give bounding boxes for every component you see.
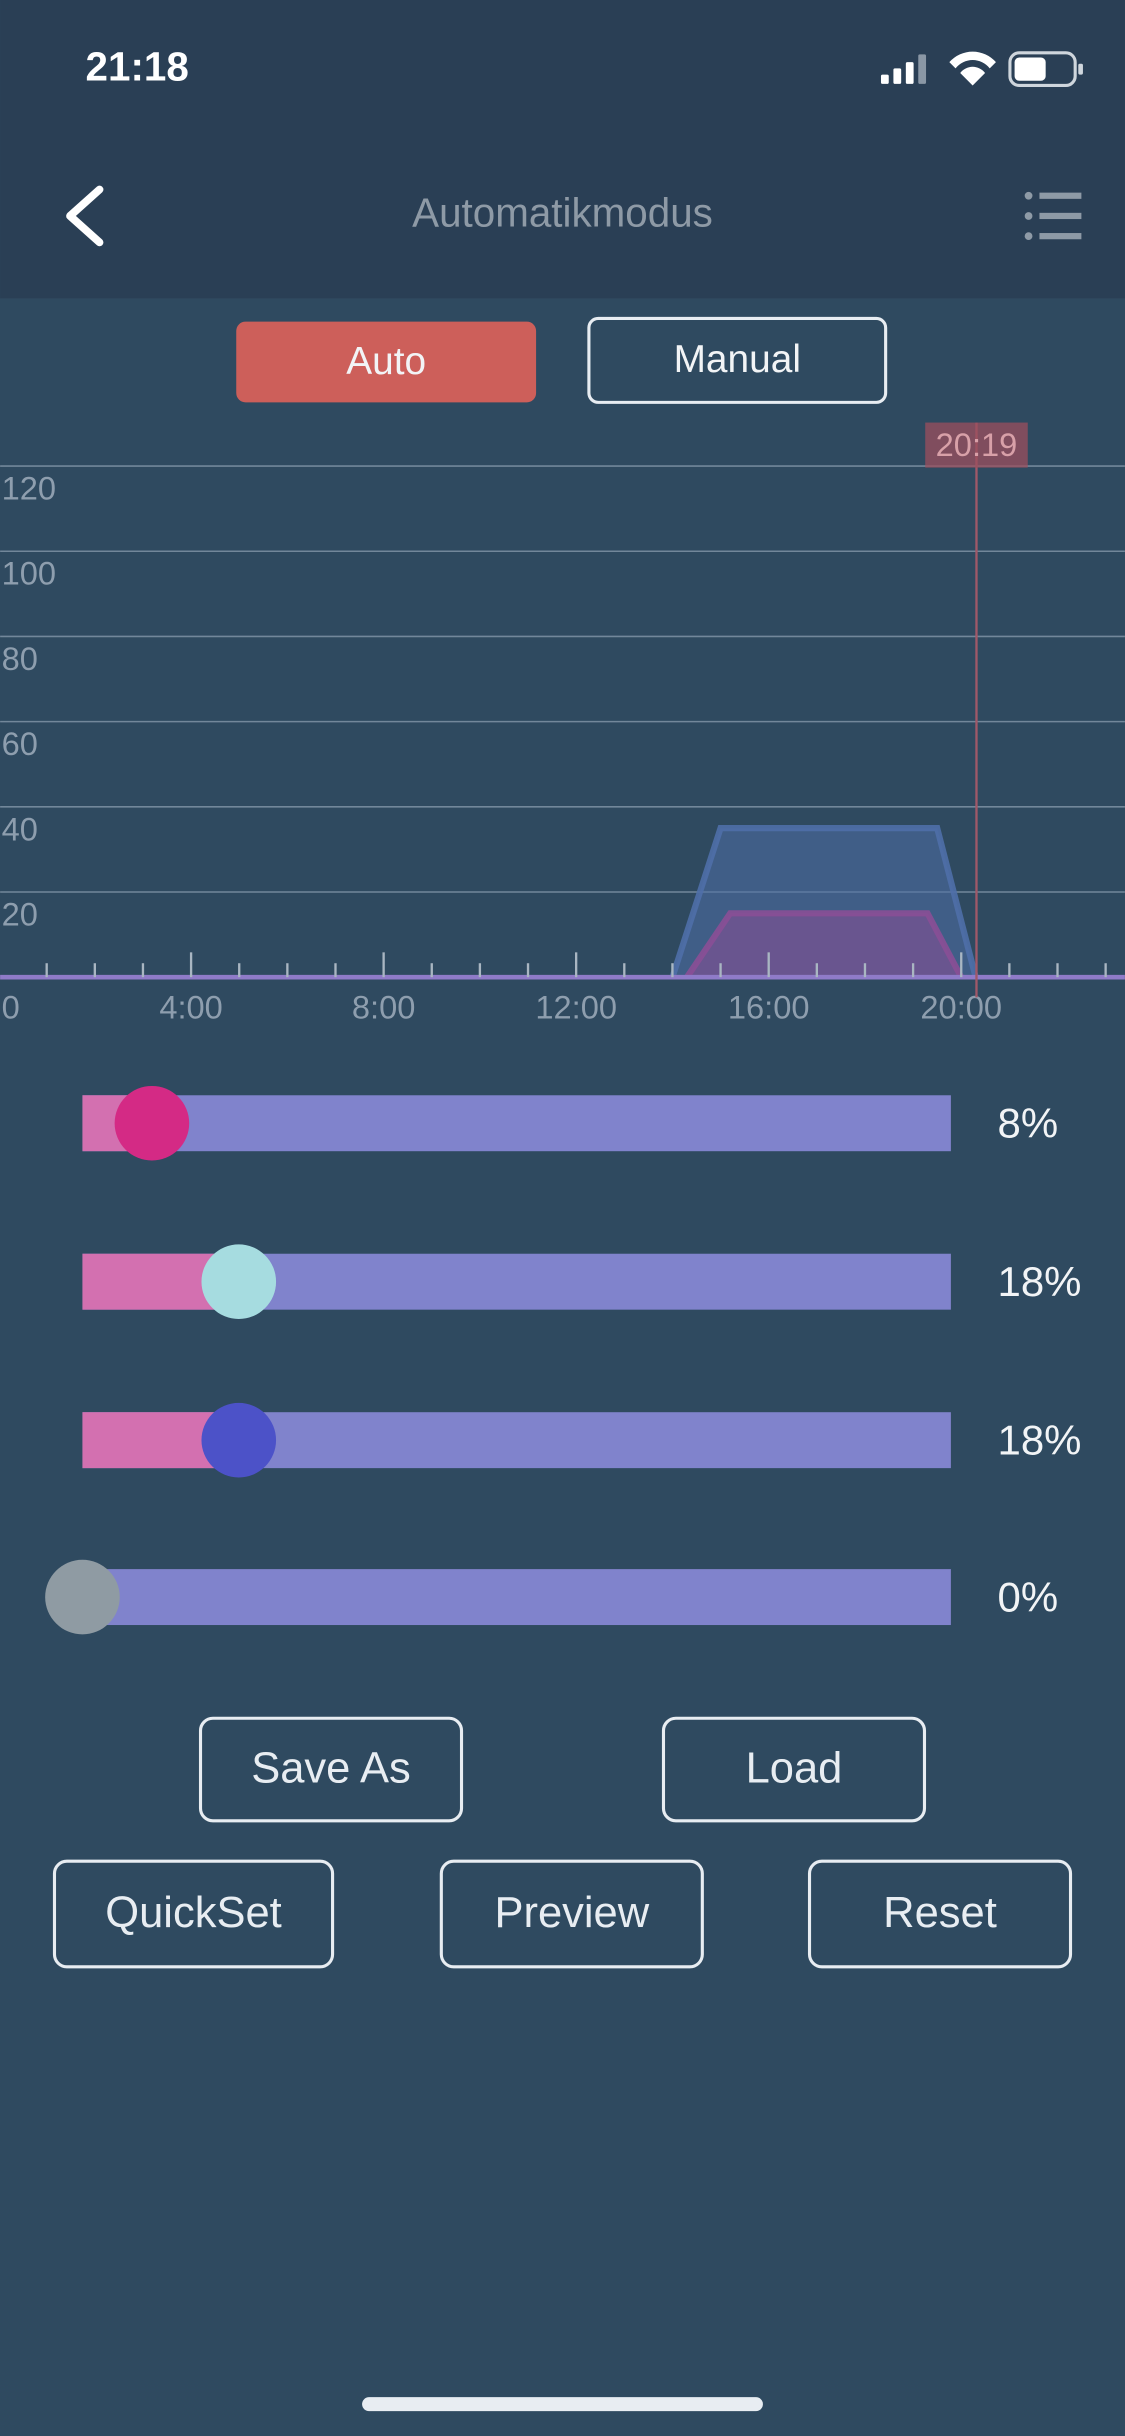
- button-label: Save As: [251, 1745, 411, 1793]
- menu-dot: [1024, 191, 1033, 200]
- area-fill: [686, 913, 962, 978]
- slider-thumb[interactable]: [201, 1244, 277, 1319]
- battery-cap: [1078, 63, 1083, 75]
- button-label: Load: [746, 1745, 843, 1793]
- slider-value: 18%: [998, 1258, 1082, 1305]
- signal-bar: [905, 62, 914, 84]
- status-icons: [880, 51, 1083, 87]
- signal-bar: [893, 68, 902, 84]
- slider-value: 18%: [998, 1416, 1082, 1463]
- button[interactable]: [661, 1716, 927, 1823]
- y-tick-label: 60: [2, 725, 38, 762]
- slider-value: 0%: [998, 1573, 1059, 1620]
- area-line: [684, 910, 964, 979]
- mode-tab-label: Manual: [674, 338, 801, 381]
- slider-thumb[interactable]: [114, 1085, 190, 1161]
- slider-value: 8%: [998, 1099, 1059, 1146]
- wifi-icon: [949, 51, 996, 86]
- button[interactable]: [807, 1859, 1073, 1969]
- slider-thumb[interactable]: [201, 1402, 277, 1478]
- mode-tab-label: Auto: [346, 340, 426, 383]
- battery-outline: [1008, 51, 1077, 87]
- menu-dot: [1024, 212, 1033, 220]
- menu-line: [1039, 212, 1082, 220]
- time-marker-box: [925, 422, 1028, 468]
- button[interactable]: [52, 1859, 335, 1969]
- battery-level: [1014, 57, 1046, 81]
- y-tick-label: 120: [2, 470, 56, 507]
- header-bar: [0, 0, 1125, 299]
- y-tick-label: 80: [2, 640, 38, 677]
- y-tick-label: 20: [2, 895, 38, 932]
- button-label: QuickSet: [105, 1889, 282, 1937]
- x-tick-label: 16:00: [728, 988, 810, 1025]
- slider-track: [82, 1095, 951, 1152]
- header-title: Automatikmodus: [412, 190, 713, 236]
- menu-dot: [1024, 232, 1033, 241]
- status-time: 21:18: [86, 44, 189, 90]
- x-tick-label: 0: [2, 988, 20, 1025]
- signal-bar: [880, 74, 889, 84]
- button[interactable]: [439, 1859, 704, 1969]
- back-button[interactable]: [66, 185, 104, 247]
- area-line: [669, 825, 979, 979]
- x-tick-label: 12:00: [535, 988, 617, 1025]
- signal-bar: [918, 54, 927, 84]
- home-indicator: [362, 2397, 763, 2412]
- menu-line: [1039, 192, 1082, 199]
- time-marker-label: 20:19: [936, 426, 1018, 463]
- y-tick-label: 100: [2, 555, 56, 592]
- x-tick-label: 4:00: [159, 988, 222, 1025]
- menu-line: [1039, 233, 1082, 240]
- slider-track: [82, 1569, 951, 1626]
- slider-thumb[interactable]: [45, 1559, 120, 1635]
- x-tick-label: 20:00: [920, 988, 1002, 1025]
- mode-tab[interactable]: [587, 316, 888, 404]
- mode-tab[interactable]: [236, 321, 537, 403]
- button-label: Reset: [883, 1889, 997, 1937]
- menu-button[interactable]: [1024, 191, 1082, 241]
- button[interactable]: [198, 1716, 464, 1823]
- y-tick-label: 40: [2, 810, 38, 847]
- x-tick-label: 8:00: [352, 988, 415, 1025]
- button-label: Preview: [494, 1889, 649, 1937]
